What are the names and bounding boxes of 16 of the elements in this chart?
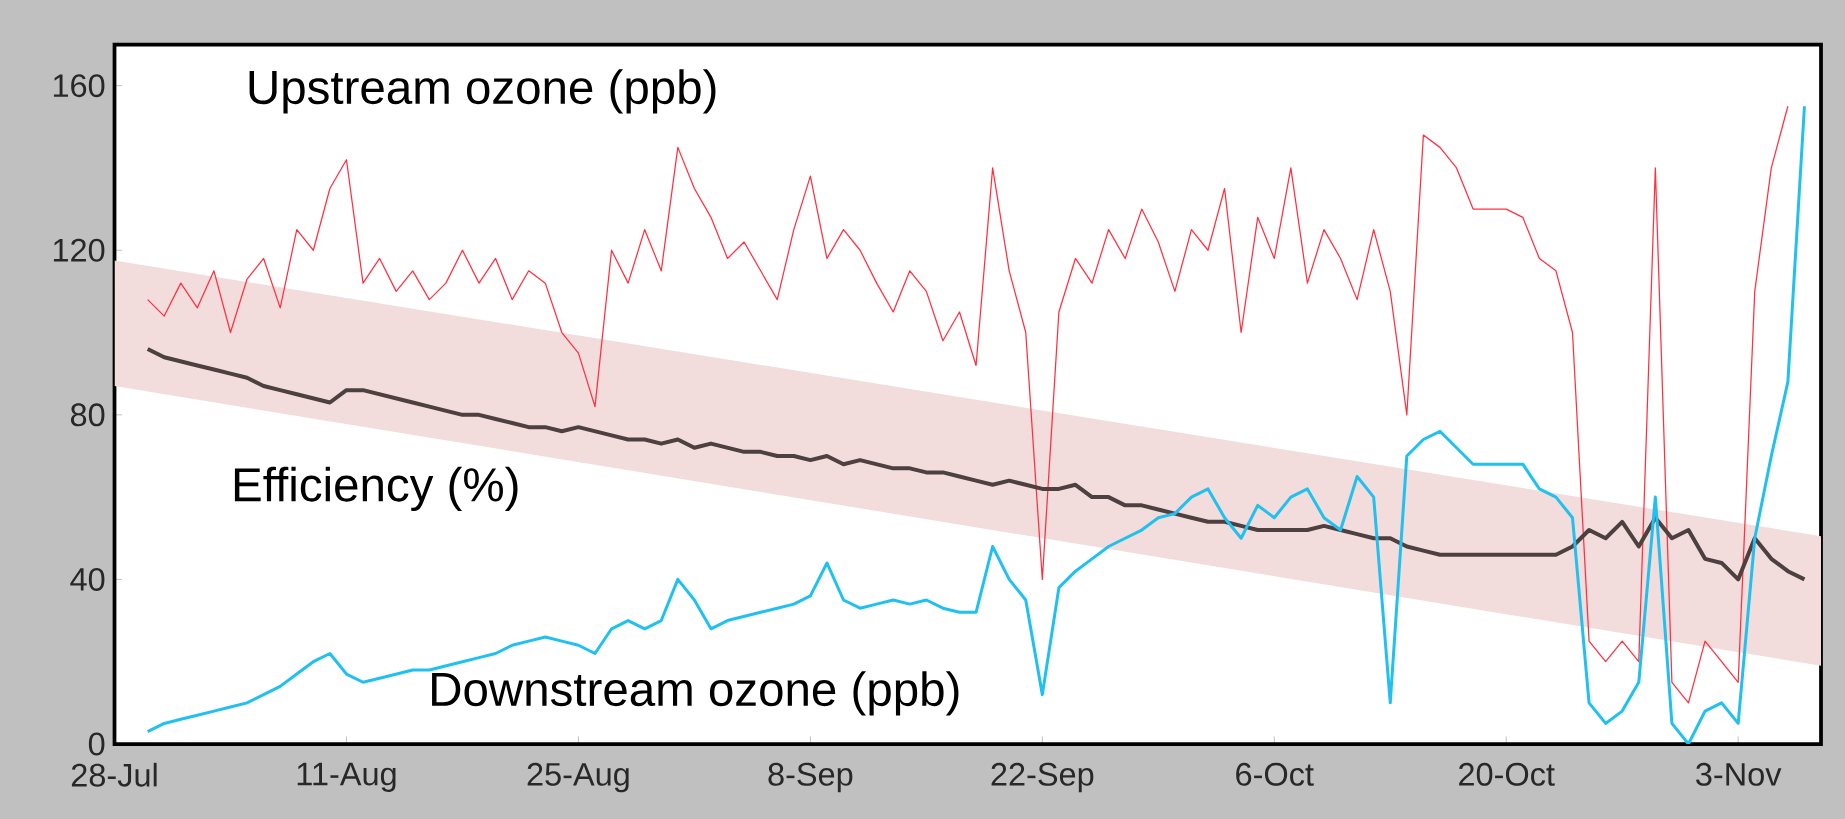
x-tick-label: 22-Sep xyxy=(991,762,1094,793)
x-tick-label: 8-Sep xyxy=(768,762,853,793)
y-tick-label: 40 xyxy=(70,567,105,591)
y-tick-label: 120 xyxy=(53,238,105,262)
x-tick-label: 11-Aug xyxy=(297,762,396,792)
x-tick-label: 20-Oct xyxy=(1459,762,1555,786)
y-tick-label: 0 xyxy=(88,732,105,756)
x-tick-label: 28-Jul xyxy=(71,762,157,787)
x-tick-label: 6-Oct xyxy=(1236,762,1314,786)
x-tick-label: 3-Nov xyxy=(1696,762,1782,786)
series-label: Upstream ozone (ppb) xyxy=(249,69,716,114)
y-tick-label: 160 xyxy=(53,74,105,98)
x-tick-label: 25-Aug xyxy=(527,762,629,793)
series-label: Downstream ozone (ppb) xyxy=(432,671,959,716)
series-label: Efficiency (%) xyxy=(234,466,518,512)
y-tick-label: 80 xyxy=(70,403,105,427)
